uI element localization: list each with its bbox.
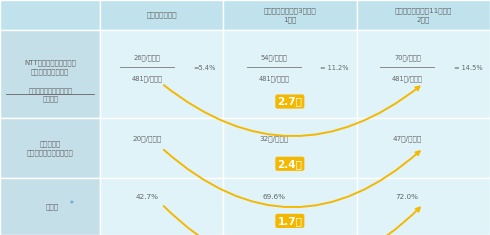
Bar: [0, 30, 100, 118]
Bar: [0, 178, 100, 235]
Text: 47分/人・日: 47分/人・日: [393, 135, 422, 142]
Text: 他組織との
コミュニケーション時間: 他組織との コミュニケーション時間: [27, 140, 74, 156]
Bar: [100, 118, 223, 178]
Bar: [223, 30, 357, 118]
Text: NTTファシリティーズの
提案する生産性指標: NTTファシリティーズの 提案する生産性指標: [24, 59, 76, 74]
Bar: [357, 0, 490, 30]
Text: 労働時間: 労働時間: [42, 95, 58, 102]
Text: 32分/人・日: 32分/人・日: [259, 135, 289, 142]
Bar: [100, 0, 223, 30]
Text: コミュニケーション時間: コミュニケーション時間: [28, 87, 72, 94]
Text: 2.7倍: 2.7倍: [277, 97, 302, 106]
Bar: [100, 178, 223, 235]
Text: 481分/人・日: 481分/人・日: [258, 75, 289, 82]
Text: 72.0%: 72.0%: [396, 194, 419, 200]
Bar: [100, 30, 223, 118]
Bar: [223, 178, 357, 235]
Bar: [223, 0, 357, 30]
Bar: [223, 118, 357, 178]
Text: 54分/人・日: 54分/人・日: [260, 54, 287, 61]
Text: 20分/人・日: 20分/人・日: [132, 135, 162, 142]
Text: = 11.2%: = 11.2%: [320, 65, 349, 71]
Text: 69.6%: 69.6%: [262, 194, 285, 200]
Bar: [357, 30, 490, 118]
Text: *: *: [70, 200, 74, 209]
Text: 満足度: 満足度: [46, 203, 59, 210]
FancyArrowPatch shape: [164, 85, 419, 136]
Text: 1.7倍: 1.7倍: [277, 216, 302, 226]
Text: =5.4%: =5.4%: [194, 65, 216, 71]
Text: 70分/人・日: 70分/人・日: [394, 54, 421, 61]
Bar: [0, 0, 100, 30]
FancyArrowPatch shape: [164, 206, 420, 235]
Text: リニューアル後（3カ月）
1回目: リニューアル後（3カ月） 1回目: [264, 8, 316, 23]
Text: 42.7%: 42.7%: [136, 194, 158, 200]
Bar: [357, 178, 490, 235]
Text: 481分/人・日: 481分/人・日: [392, 75, 423, 82]
Text: リニューアル後（11カ月）
2回目: リニューアル後（11カ月） 2回目: [394, 8, 452, 23]
Bar: [0, 118, 100, 178]
Text: リニューアル前: リニューアル前: [147, 12, 177, 18]
Text: = 14.5%: = 14.5%: [454, 65, 483, 71]
Text: 26分/人・日: 26分/人・日: [134, 54, 160, 61]
Text: 481分/人・日: 481分/人・日: [131, 75, 163, 82]
Bar: [357, 118, 490, 178]
FancyArrowPatch shape: [164, 150, 419, 207]
Text: 2.4倍: 2.4倍: [277, 159, 302, 169]
